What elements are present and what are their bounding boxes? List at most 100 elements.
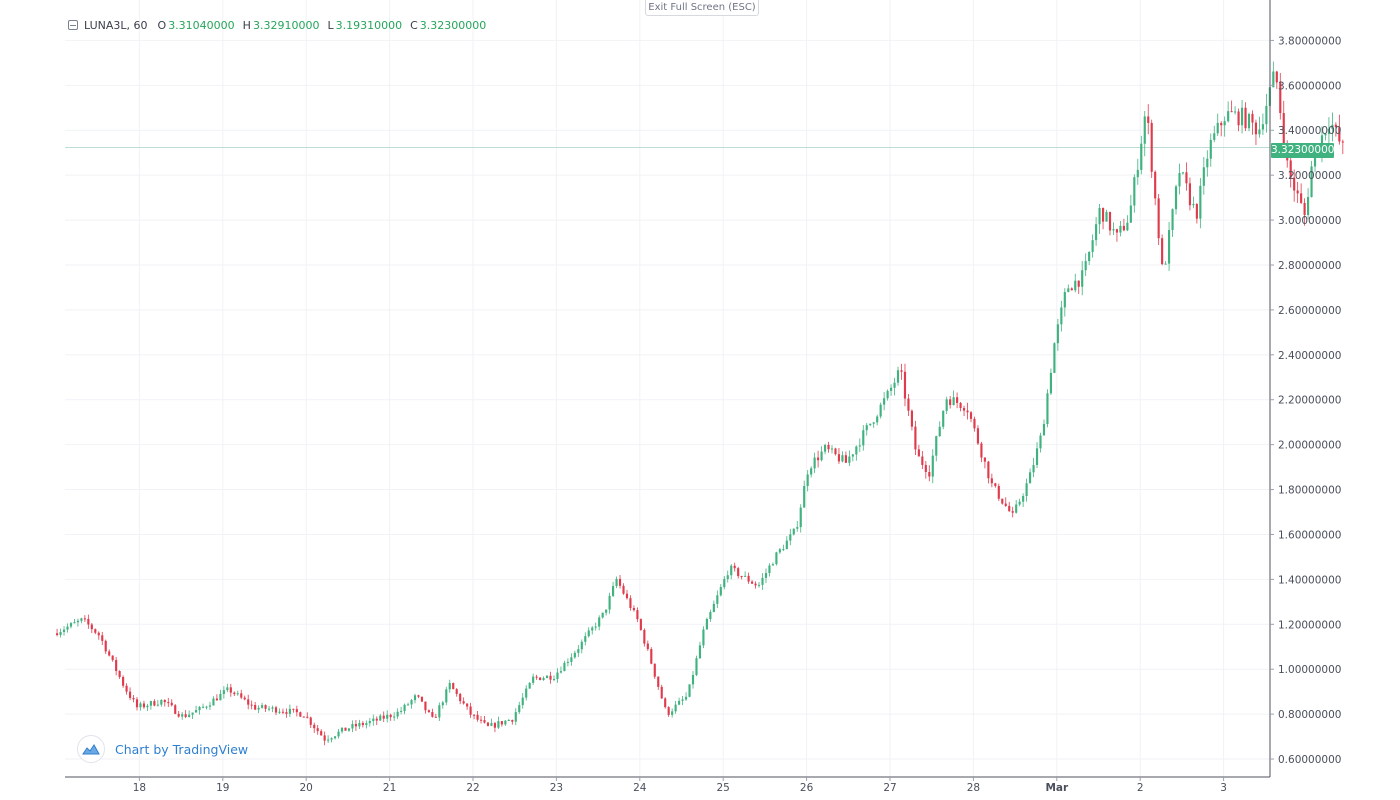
candle [1300, 183, 1303, 205]
candle [660, 684, 663, 699]
candle [1150, 119, 1153, 178]
candle-body [1105, 212, 1108, 222]
candle [629, 595, 632, 611]
candle [757, 582, 761, 588]
candle-body [886, 390, 889, 399]
candle [851, 453, 854, 462]
candle-body [695, 658, 698, 675]
candle-body [142, 703, 146, 708]
candle [462, 697, 465, 705]
candle [1327, 117, 1331, 145]
candle [664, 697, 667, 709]
candle-body [208, 705, 212, 707]
x-tick-label: 19 [216, 782, 229, 794]
candle-body [1074, 280, 1077, 291]
time-axis[interactable]: 18 19 20 21 22 23 24 25 26 27 28 Mar 2 3 [133, 777, 1227, 794]
candle-body [1293, 177, 1296, 191]
exit-fullscreen-button[interactable]: Exit Full Screen (ESC) [645, 0, 759, 16]
candle [257, 705, 260, 714]
candle-body [612, 586, 615, 596]
candle [229, 683, 232, 697]
candle [959, 401, 962, 412]
candle-body [848, 456, 851, 463]
candle [678, 697, 681, 706]
candle [695, 655, 698, 677]
candle [865, 422, 868, 436]
candle-body [810, 468, 813, 475]
candle-body [733, 565, 736, 569]
candle [403, 703, 406, 715]
candle [976, 425, 980, 445]
candle-body [625, 593, 629, 599]
candle [903, 363, 907, 407]
candle-body [601, 612, 604, 618]
candle-body [566, 661, 569, 663]
candle [313, 722, 316, 733]
axes [65, 0, 1271, 778]
candle-body [980, 443, 983, 458]
candle-body [1327, 128, 1331, 134]
candle-body [573, 652, 576, 658]
candle [924, 461, 927, 479]
candle-body [1244, 107, 1247, 129]
candle [1126, 215, 1129, 232]
candle-body [539, 677, 542, 680]
candle-body [1234, 111, 1237, 113]
y-tick-label: 3.00000000 [1278, 215, 1341, 227]
candle [1067, 284, 1070, 293]
candle-body [177, 713, 180, 717]
y-tick-label: 3.80000000 [1278, 35, 1341, 47]
candle-body [1143, 116, 1146, 144]
symbol-label[interactable]: LUNA3L, 60 [84, 18, 148, 32]
collapse-legend-icon[interactable] [68, 20, 78, 30]
candle [997, 483, 1000, 501]
candle-body [1240, 107, 1244, 126]
candle-body [424, 701, 427, 711]
candle-body [1237, 111, 1240, 126]
candle-body [952, 397, 955, 406]
candle [212, 696, 215, 706]
candle [855, 445, 858, 461]
candle [973, 416, 976, 432]
high-value: H 3.32910000 [243, 19, 320, 32]
candle-body [744, 575, 747, 577]
candle [448, 679, 451, 693]
candle [1234, 106, 1237, 115]
candle [778, 547, 781, 554]
candle [556, 668, 559, 683]
price-axis[interactable]: 0.60000000 0.80000000 1.00000000 1.20000000… [1270, 35, 1341, 766]
candle [361, 721, 364, 728]
candle [1098, 204, 1101, 234]
candle-body [528, 682, 531, 689]
candle [792, 528, 795, 536]
candle-body [730, 565, 733, 576]
candle [69, 621, 73, 629]
candle [994, 482, 997, 488]
candle [532, 673, 535, 685]
candle [142, 700, 146, 709]
candle-body [1192, 204, 1195, 206]
x-tick-label: Mar [1045, 782, 1069, 794]
candle-body [226, 687, 229, 691]
y-tick-label: 1.00000000 [1278, 664, 1341, 676]
candle-body [806, 474, 809, 487]
candle [420, 696, 424, 703]
candle [1018, 498, 1021, 507]
candle-body [229, 687, 232, 693]
candle [653, 663, 656, 679]
candle [59, 628, 62, 638]
candle [1293, 169, 1296, 202]
tradingview-watermark[interactable]: Chart by TradingView [77, 735, 248, 763]
candle [188, 710, 191, 718]
candle-body [681, 699, 684, 701]
candle [684, 692, 688, 701]
candle [340, 727, 344, 734]
candle-body [910, 410, 914, 427]
y-tick-label: 2.00000000 [1278, 440, 1341, 452]
candle [837, 448, 841, 464]
candle-body [757, 584, 761, 586]
candle [299, 711, 302, 717]
candle-body [222, 690, 225, 694]
candle [726, 570, 729, 583]
